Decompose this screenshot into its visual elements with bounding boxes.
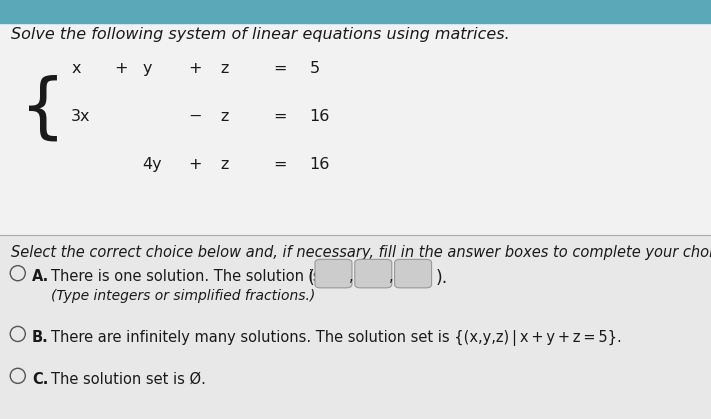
Text: z: z [220,157,229,172]
FancyBboxPatch shape [315,259,352,288]
Text: 16: 16 [309,157,330,172]
Text: +: + [114,61,127,76]
FancyBboxPatch shape [355,259,392,288]
Text: =: = [274,109,287,124]
Text: y: y [142,61,151,76]
Text: (Type integers or simplified fractions.): (Type integers or simplified fractions.) [51,289,316,303]
Text: +: + [188,61,202,76]
Text: Select the correct choice below and, if necessary, fill in the answer boxes to c: Select the correct choice below and, if … [11,245,711,260]
Text: ).: ). [435,269,447,287]
Text: C.: C. [32,372,48,387]
FancyBboxPatch shape [0,0,711,23]
Text: {: { [20,75,65,143]
Text: +: + [188,157,202,172]
Text: 4y: 4y [142,157,162,172]
Text: z: z [220,61,229,76]
Text: 3x: 3x [71,109,90,124]
Text: B.: B. [32,330,49,345]
Text: (: ( [307,269,314,287]
Text: ,: , [349,269,354,284]
Text: z: z [220,109,229,124]
FancyBboxPatch shape [0,235,711,419]
Text: There is one solution. The solution is: There is one solution. The solution is [51,269,321,284]
Text: 5: 5 [309,61,319,76]
Text: The solution set is Ø.: The solution set is Ø. [51,372,206,387]
Text: ,: , [389,269,394,284]
Text: =: = [274,157,287,172]
Text: A.: A. [32,269,49,284]
Text: There are infinitely many solutions. The solution set is {(x,y,z) | x + y + z = : There are infinitely many solutions. The… [51,330,622,346]
Text: x: x [71,61,80,76]
Text: −: − [188,109,202,124]
FancyBboxPatch shape [0,23,711,235]
Text: 16: 16 [309,109,330,124]
Text: Solve the following system of linear equations using matrices.: Solve the following system of linear equ… [11,27,509,42]
Text: =: = [274,61,287,76]
FancyBboxPatch shape [395,259,432,288]
